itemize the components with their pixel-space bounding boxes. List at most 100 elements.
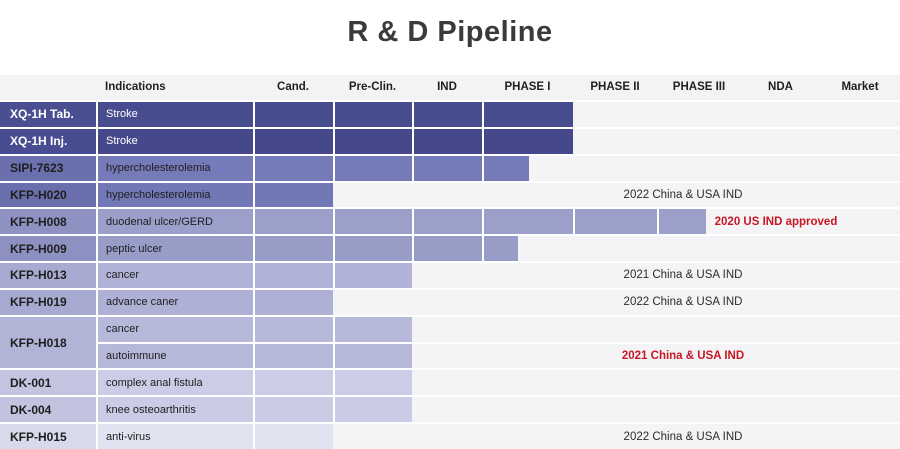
pipeline-row-kfp-h019: KFP-H019 advance caner 2022 China & USA IN…: [0, 287, 900, 315]
indication-label: anti-virus: [106, 430, 151, 443]
pipeline-row-kfp-h008: KFP-H008 duodenal ulcer/GERD 2020 US IND a…: [0, 207, 900, 235]
pipeline-row-sipi-7623: SIPI-7623 hypercholesterolemia: [0, 153, 900, 181]
stage-progress-bar: [96, 424, 333, 449]
milestone-annotation: 2021 China & USA IND: [623, 269, 743, 282]
indication-label: Stroke: [106, 135, 138, 148]
candidate-name-cell: KFP-H020: [0, 182, 96, 208]
indication-label: peptic ulcer: [106, 242, 163, 255]
candidate-name-cell: KFP-H019: [0, 289, 96, 315]
milestone-annotation: 2022 China & USA IND: [623, 430, 743, 443]
grid-line: [96, 128, 98, 154]
candidate-name-cell: KFP-H018: [0, 316, 96, 369]
stage-progress-bar: [96, 236, 518, 262]
grid-line: [253, 209, 255, 235]
stage-progress-bar: [96, 289, 333, 315]
pipeline-row-xq-1h-inj-: XQ-1H Inj. Stroke: [0, 126, 900, 154]
candidate-name-cell: KFP-H008: [0, 209, 96, 235]
grid-line: [253, 263, 255, 288]
pipeline-row-xq-1h-tab-: XQ-1H Tab. Stroke: [0, 100, 900, 127]
grid-line: [333, 370, 335, 396]
indication-label: Stroke: [106, 108, 138, 121]
grid-line: [412, 128, 414, 154]
grid-line: [96, 155, 98, 181]
milestone-annotation: 2020 US IND approved: [714, 215, 838, 228]
candidate-name-cell: KFP-H013: [0, 263, 96, 288]
grid-line: [333, 209, 335, 235]
indication-label: hypercholesterolemia: [106, 162, 211, 175]
candidate-name-cell: KFP-H015: [0, 424, 96, 449]
pipeline-row-dk-001: DK-001 complex anal fistula: [0, 368, 900, 396]
grid-line: [657, 209, 659, 235]
pipeline-row-kfp-h013: KFP-H013 cancer 2021 China & USA IND: [0, 261, 900, 288]
grid-line: [333, 397, 335, 423]
candidate-name-cell: KFP-H009: [0, 236, 96, 262]
pipeline-row-dk-004: DK-004 knee osteoarthritis: [0, 395, 900, 423]
grid-line: [96, 236, 98, 262]
grid-line: [412, 102, 414, 127]
pipeline-row-merged-9: autoimmune 2021 China & USA IND: [0, 341, 900, 369]
column-header-cand-: Cand.: [277, 81, 309, 93]
column-header-phase-ii: PHASE II: [590, 81, 640, 93]
milestone-annotation: 2022 China & USA IND: [623, 188, 743, 201]
grid-line: [96, 343, 98, 369]
grid-line: [482, 128, 484, 154]
indication-label: complex anal fistula: [106, 376, 203, 389]
grid-line: [96, 289, 98, 315]
stage-progress-bar: [96, 182, 333, 208]
grid-line: [333, 236, 335, 262]
pipeline-table: Indications Cand. Pre-Clin. IND PHASE I PHAS…: [0, 75, 900, 449]
grid-line: [333, 128, 335, 154]
grid-line: [333, 263, 335, 288]
indication-label: duodenal ulcer/GERD: [106, 215, 214, 228]
stage-progress-bar: [96, 155, 529, 181]
column-header-indications: Indications: [105, 81, 166, 93]
milestone-annotation: 2022 China & USA IND: [623, 296, 743, 309]
indication-label: cancer: [106, 269, 140, 282]
grid-line: [482, 209, 484, 235]
indication-label: autoimmune: [106, 350, 167, 363]
candidate-name-cell: SIPI-7623: [0, 155, 96, 181]
grid-line: [253, 397, 255, 423]
grid-line: [412, 209, 414, 235]
grid-line: [253, 128, 255, 154]
grid-line: [253, 102, 255, 127]
grid-line: [573, 209, 575, 235]
grid-line: [96, 370, 98, 396]
column-header-phase-iii: PHASE III: [672, 81, 726, 93]
column-header-pre-clin-: Pre-Clin.: [348, 81, 397, 93]
table-header-row: Indications Cand. Pre-Clin. IND PHASE I PHAS…: [0, 75, 900, 100]
milestone-annotation: 2021 China & USA IND: [621, 350, 745, 363]
column-header-ind: IND: [437, 81, 457, 93]
grid-line: [96, 424, 98, 449]
grid-line: [333, 102, 335, 127]
page-title: R & D Pipeline: [347, 16, 553, 48]
column-header-phase-i: PHASE I: [504, 81, 551, 93]
candidate-name-cell: XQ-1H Inj.: [0, 128, 96, 154]
grid-line: [253, 316, 255, 342]
grid-line: [253, 236, 255, 262]
grid-line: [482, 155, 484, 181]
candidate-name-cell: DK-001: [0, 370, 96, 396]
grid-line: [482, 102, 484, 127]
indication-label: knee osteoarthritis: [106, 403, 196, 416]
grid-line: [333, 343, 335, 369]
grid-line: [96, 263, 98, 288]
column-header-market: Market: [841, 81, 879, 93]
pipeline-row-kfp-h018: KFP-H018 cancer: [0, 314, 900, 369]
grid-line: [253, 155, 255, 181]
grid-line: [96, 316, 98, 342]
grid-line: [253, 424, 255, 449]
pipeline-row-kfp-h020: KFP-H020 hypercholesterolemia 2022 China &…: [0, 180, 900, 208]
grid-line: [412, 155, 414, 181]
grid-line: [333, 316, 335, 342]
grid-line: [412, 236, 414, 262]
grid-line: [482, 236, 484, 262]
grid-line: [96, 182, 98, 208]
grid-line: [96, 209, 98, 235]
indication-label: cancer: [106, 323, 140, 336]
indication-label: hypercholesterolemia: [106, 188, 211, 201]
pipeline-row-kfp-h015: KFP-H015 anti-virus 2022 China & USA IND: [0, 422, 900, 449]
grid-line: [96, 102, 98, 127]
grid-line: [96, 397, 98, 423]
